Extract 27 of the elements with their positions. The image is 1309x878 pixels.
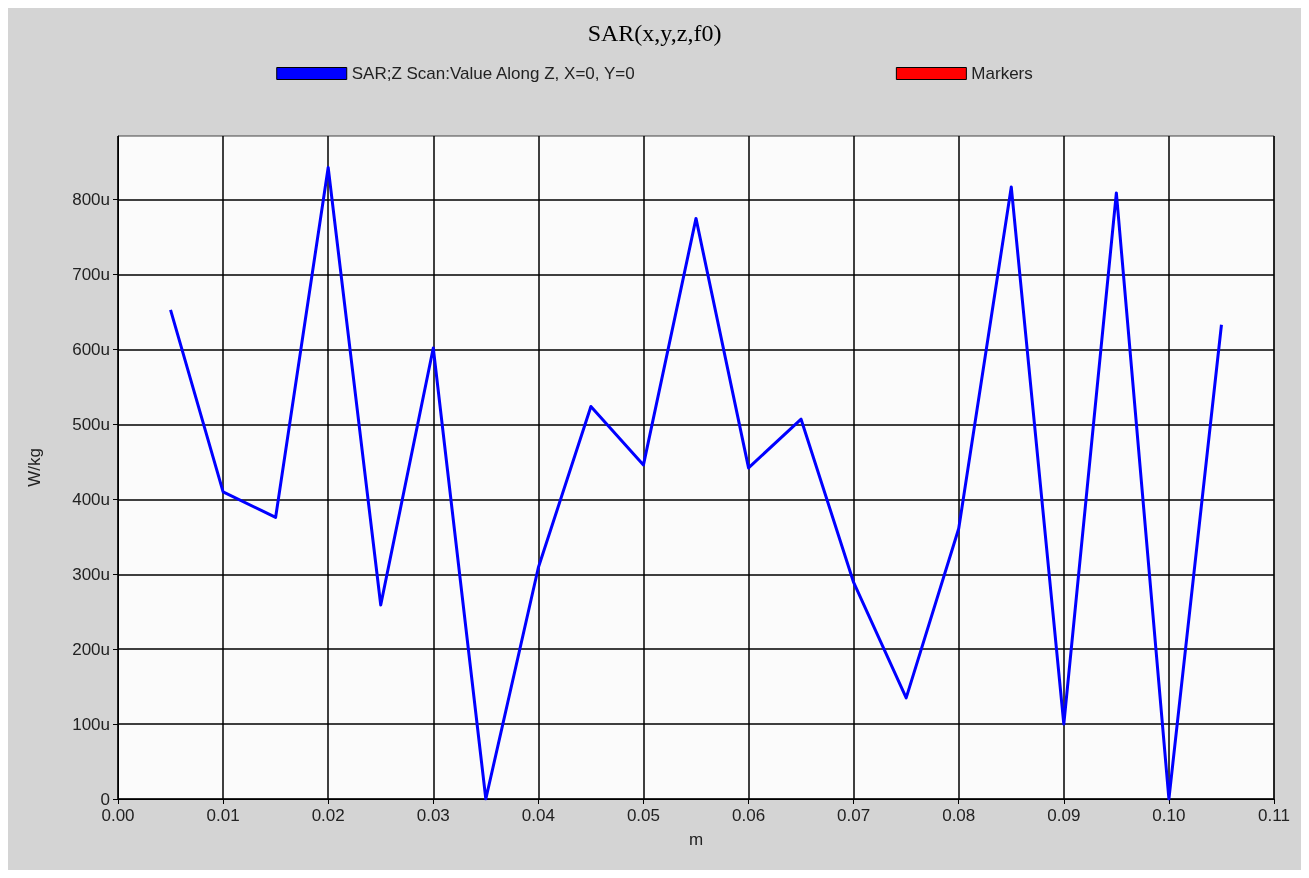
y-tick-label: 700u [72,265,110,285]
y-tick-label: 200u [72,639,110,659]
x-tick-label: 0.01 [206,806,240,825]
x-tick-label: 0.04 [521,806,555,825]
x-axis-title: m [688,830,704,849]
x-tick-label: 0.07 [837,806,871,825]
x-tick-label: 0.05 [626,806,660,825]
y-tick-label: 500u [72,414,110,434]
line-series [169,165,1223,801]
x-tick-label: 0.00 [101,806,135,825]
x-tick-label: 0.10 [1152,806,1186,825]
x-tick-label: 0.08 [942,806,976,825]
x-tick-label: 0.11 [1258,806,1290,825]
y-tick-label: 800u [72,190,110,210]
x-tick-label: 0.06 [732,806,766,825]
y-tick-label: 300u [72,564,110,584]
x-tick-label: 0.03 [416,806,450,825]
y-tick-label: 400u [72,489,110,509]
x-tick-label: 0.02 [311,806,345,825]
y-tick-label: 100u [72,714,110,734]
legend-label: Markers [971,64,1033,83]
y-tick-label: 0 [100,789,110,809]
chart-title: SAR(x,y,z,f0) [587,20,722,46]
x-tick-label: 0.09 [1047,806,1081,825]
legend-label: SAR;Z Scan:Value Along Z, X=0, Y=0 [351,64,635,83]
y-axis-title: W/kg [25,448,44,487]
y-tick-label: 600u [72,340,110,360]
